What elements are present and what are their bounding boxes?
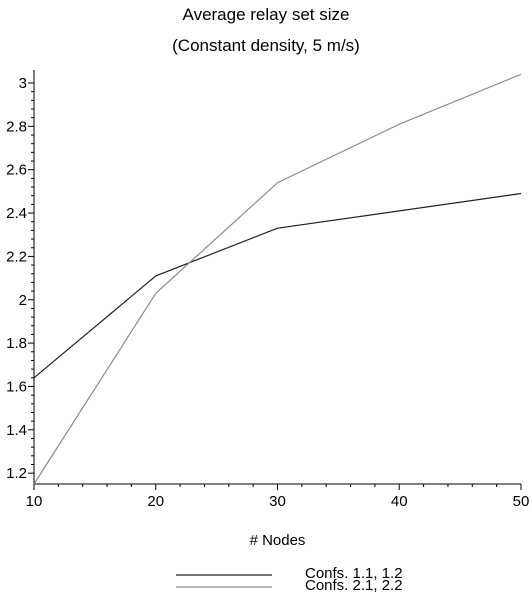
chart-title: Average relay set size — [182, 5, 350, 24]
y-tick-label: 3 — [19, 75, 27, 92]
y-tick-label: 1.8 — [6, 335, 27, 352]
y-tick-label: 2.8 — [6, 118, 27, 135]
series-lines — [33, 73, 522, 485]
x-tick-label: 50 — [513, 493, 530, 510]
x-axis-title: # Nodes — [250, 532, 306, 549]
series-line-2 — [33, 73, 522, 485]
y-tick-label: 1.6 — [6, 378, 27, 395]
series-line-1 — [33, 192, 522, 379]
x-tick-label: 10 — [26, 493, 43, 510]
x-tick-label: 40 — [391, 493, 408, 510]
legend-label-1: Confs. 1.1, 1.2 — [305, 565, 403, 582]
x-tick-label: 20 — [147, 493, 164, 510]
axes — [33, 70, 521, 485]
legend-label-2: Confs. 2.1, 2.2 — [305, 577, 403, 594]
y-tick-label: 2 — [19, 292, 27, 309]
chart-subtitle: (Constant density, 5 m/s) — [172, 36, 360, 55]
y-tick-label: 2.4 — [6, 205, 27, 222]
x-tick-label: 30 — [269, 493, 286, 510]
y-tick-label: 1.4 — [6, 422, 27, 439]
axis-ticks: 10 20 30 40 50 1.2 1.4 1.6 1.8 2 2.2 2.4 2.6 2.8 3 — [6, 75, 529, 510]
y-tick-label: 2.6 — [6, 162, 27, 179]
y-tick-label: 1.2 — [6, 465, 27, 482]
y-tick-label: 2.2 — [6, 248, 27, 265]
